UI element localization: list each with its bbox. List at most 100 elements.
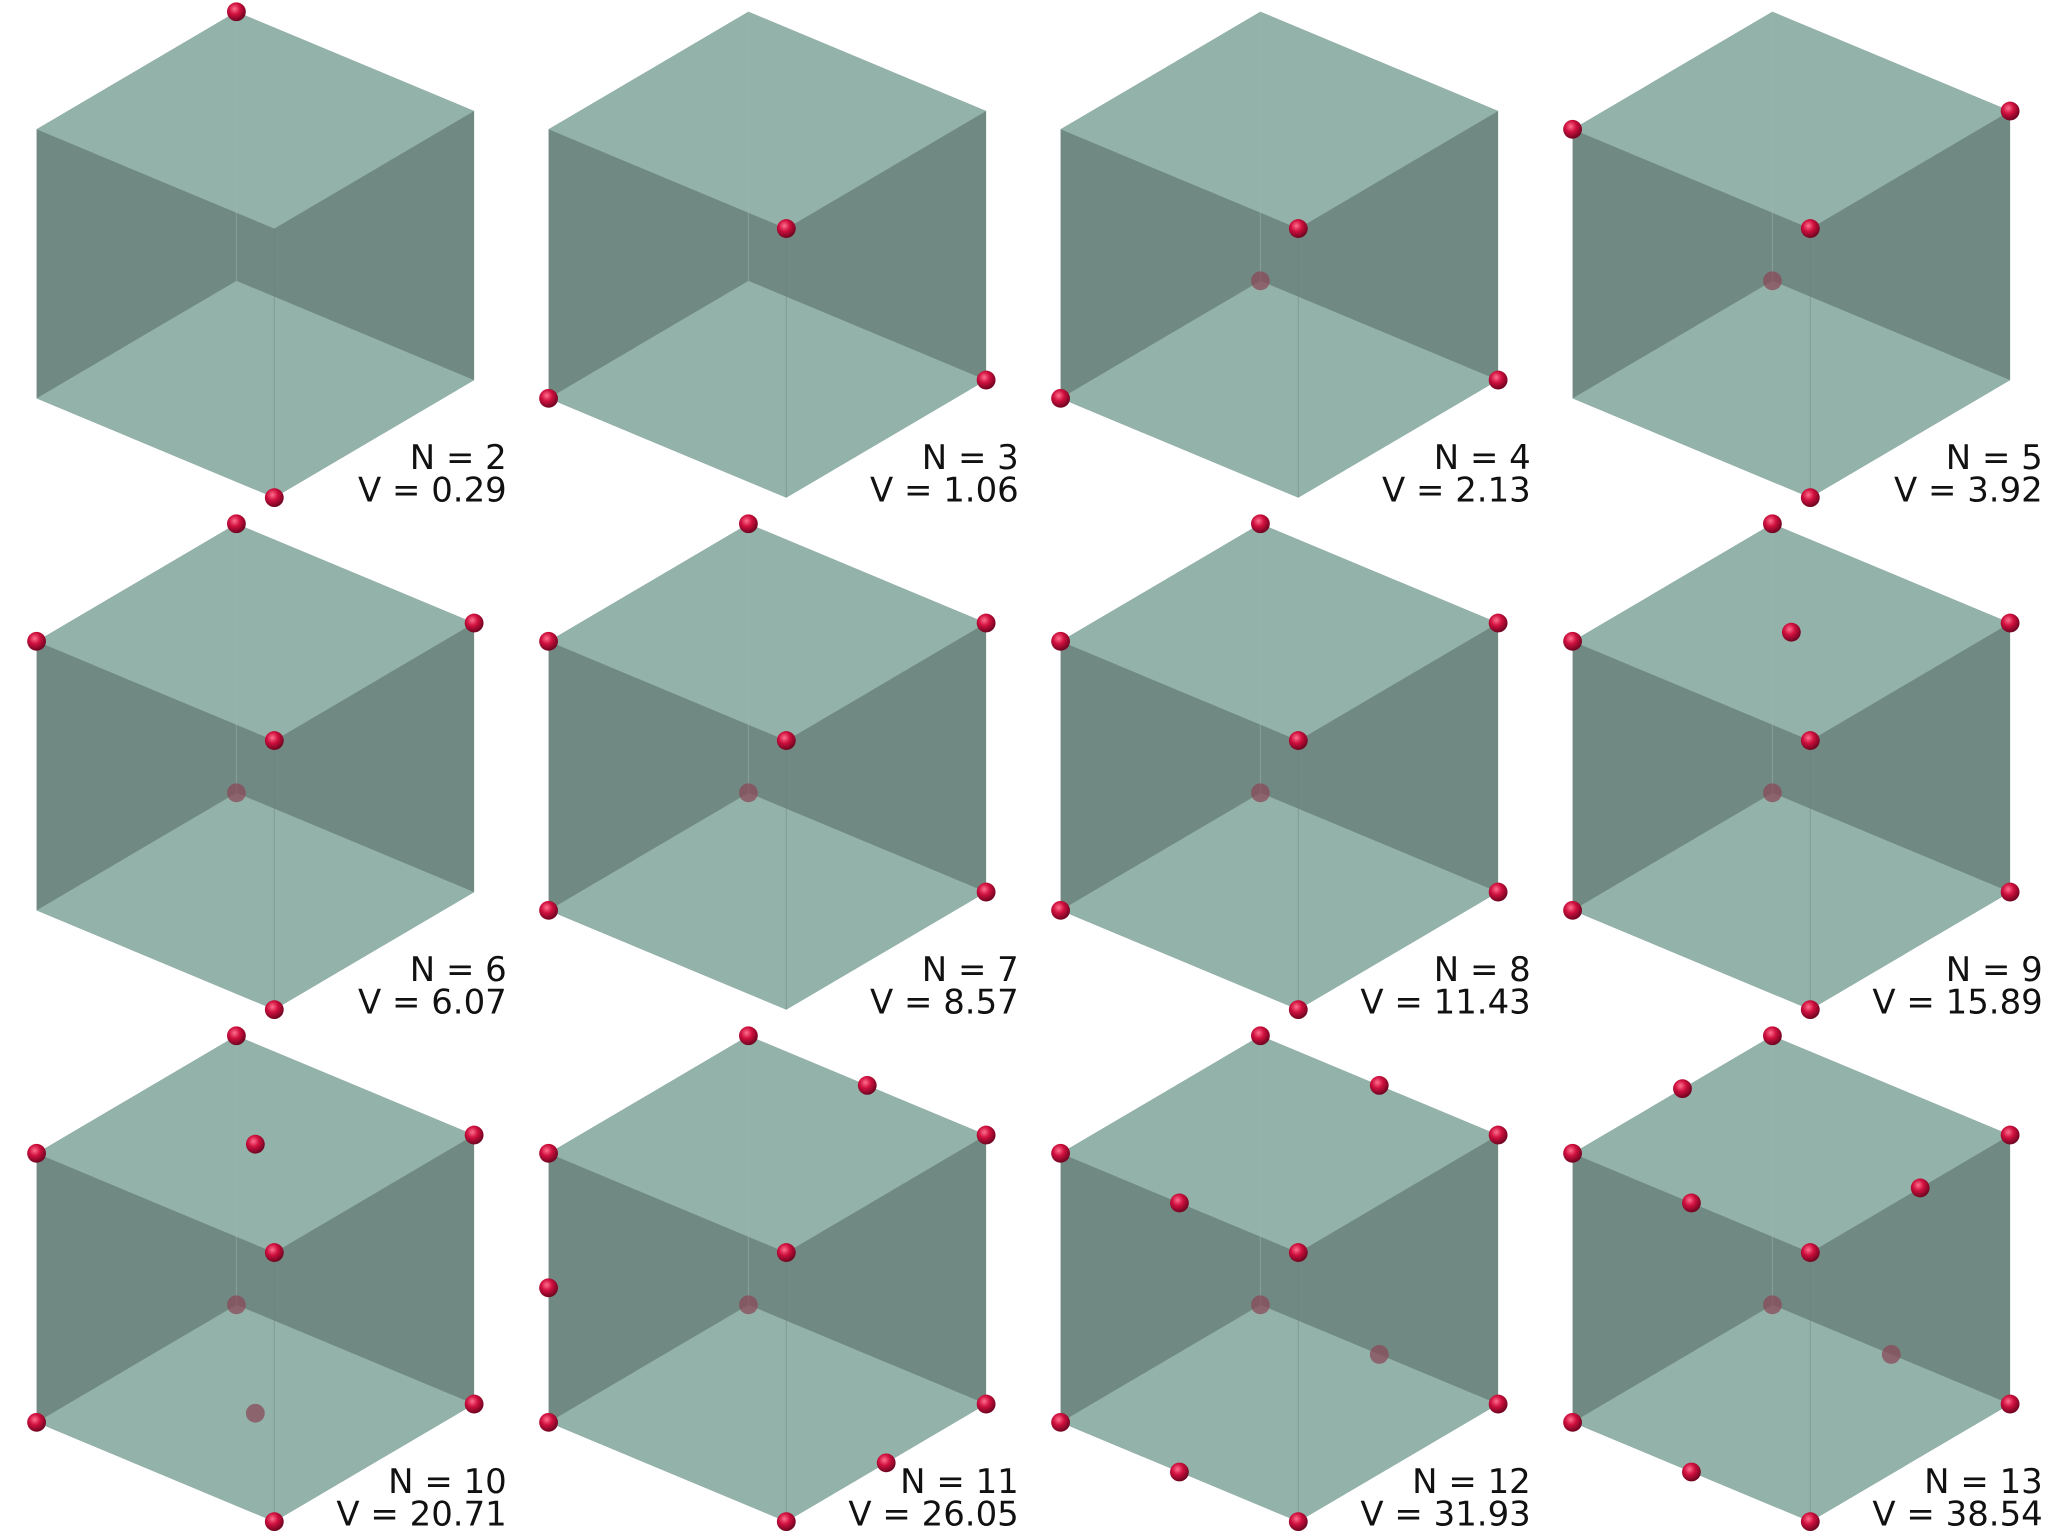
sphere-point: [227, 1026, 246, 1046]
cube-top-face: [1060, 523, 1499, 741]
sphere-point: [1763, 783, 1782, 803]
sphere-point: [227, 1295, 246, 1315]
sphere-point: [539, 1143, 558, 1163]
sphere-point: [1488, 1125, 1508, 1145]
v-label: V = 2.13: [1382, 471, 1531, 511]
v-label: V = 0.29: [358, 471, 507, 511]
sphere-point: [1488, 882, 1508, 902]
sphere-point: [776, 731, 796, 750]
sphere-point: [264, 1512, 284, 1532]
v-label: V = 3.92: [1894, 471, 2043, 511]
sphere-point: [245, 1403, 265, 1423]
sphere-point: [739, 1295, 758, 1315]
n-label: N = 7: [922, 950, 1019, 990]
sphere-point: [1682, 1193, 1701, 1213]
sphere-point: [27, 1412, 46, 1432]
sphere-point: [1563, 631, 1582, 651]
sphere-point: [1051, 1412, 1070, 1432]
v-label: V = 26.05: [848, 1495, 1018, 1535]
sphere-point: [539, 631, 558, 651]
n-label: N = 2: [410, 438, 507, 478]
sphere-point: [976, 882, 996, 902]
sphere-point: [1369, 1345, 1389, 1364]
v-label: V = 15.89: [1872, 983, 2042, 1023]
sphere-point: [1800, 488, 1820, 508]
n-label: N = 11: [900, 1462, 1019, 1502]
sphere-point: [1488, 613, 1508, 633]
cube-panel: N = 12V = 31.93: [1051, 1026, 1531, 1535]
sphere-point: [1563, 1412, 1582, 1432]
sphere-point: [1369, 1075, 1389, 1095]
sphere-point: [1251, 271, 1270, 291]
n-label: N = 4: [1434, 438, 1531, 478]
n-label: N = 8: [1434, 950, 1531, 990]
sphere-point: [876, 1453, 896, 1473]
sphere-point: [2000, 613, 2020, 633]
sphere-point: [1673, 1079, 1692, 1099]
sphere-point: [976, 1394, 996, 1414]
sphere-point: [264, 731, 284, 750]
sphere-point: [2000, 1125, 2020, 1145]
cube-top-face: [36, 11, 475, 229]
cube-panel: N = 7V = 8.57: [539, 514, 1019, 1023]
sphere-point: [1881, 1345, 1901, 1364]
sphere-point: [1800, 1512, 1820, 1532]
sphere-point: [1288, 219, 1308, 238]
sphere-point: [1288, 1243, 1308, 1262]
n-label: N = 13: [1924, 1462, 2043, 1502]
sphere-point: [27, 631, 46, 651]
cube-top-face: [1572, 11, 2011, 229]
sphere-point: [539, 1278, 558, 1298]
v-label: V = 6.07: [358, 983, 507, 1023]
v-label: V = 1.06: [870, 471, 1019, 511]
sphere-point: [1051, 631, 1070, 651]
sphere-point: [1488, 370, 1508, 390]
sphere-point: [1251, 1295, 1270, 1315]
cube-bottom-face: [36, 280, 475, 498]
sphere-point: [227, 783, 246, 803]
n-label: N = 9: [1946, 950, 2043, 990]
sphere-point: [1288, 1512, 1308, 1532]
sphere-point: [264, 1000, 284, 1020]
sphere-point: [739, 783, 758, 803]
sphere-point: [1170, 1193, 1189, 1213]
sphere-point: [857, 1075, 877, 1095]
sphere-point: [1910, 1178, 1930, 1198]
n-label: N = 6: [410, 950, 507, 990]
sphere-point: [976, 370, 996, 390]
sphere-point: [27, 1143, 46, 1163]
sphere-point: [1781, 622, 1801, 642]
cube-panel: N = 6V = 6.07: [27, 514, 507, 1023]
sphere-point: [1051, 900, 1070, 920]
cube-top-face: [1060, 1035, 1499, 1253]
cube-top-face: [548, 11, 987, 229]
v-label: V = 31.93: [1360, 1495, 1530, 1535]
sphere-point: [464, 1125, 484, 1145]
cube-top-face: [548, 523, 987, 741]
sphere-point: [539, 900, 558, 920]
sphere-point: [464, 1394, 484, 1414]
cube-bottom-face: [1060, 1304, 1499, 1522]
sphere-point: [2000, 882, 2020, 902]
sphere-point: [776, 219, 796, 238]
cube-bottom-face: [36, 792, 475, 1010]
sphere-point: [1288, 731, 1308, 750]
cube-panel: N = 2V = 0.29: [36, 2, 507, 511]
cube-panel: N = 8V = 11.43: [1051, 514, 1531, 1023]
cube-top-face: [1060, 11, 1499, 229]
sphere-point: [227, 514, 246, 534]
cube-panel: N = 13V = 38.54: [1563, 1026, 2043, 1535]
sphere-point: [1051, 388, 1070, 408]
cube-bottom-face: [1060, 792, 1499, 1010]
n-label: N = 12: [1412, 1462, 1531, 1502]
sphere-point: [1800, 1000, 1820, 1020]
sphere-point: [739, 1026, 758, 1046]
sphere-point: [976, 613, 996, 633]
sphere-point: [1763, 1295, 1782, 1315]
sphere-point: [1251, 1026, 1270, 1046]
sphere-point: [1563, 119, 1582, 139]
cube-panel: N = 5V = 3.92: [1563, 11, 2043, 511]
sphere-point: [1763, 1026, 1782, 1046]
cube-bottom-face: [1572, 280, 2011, 498]
